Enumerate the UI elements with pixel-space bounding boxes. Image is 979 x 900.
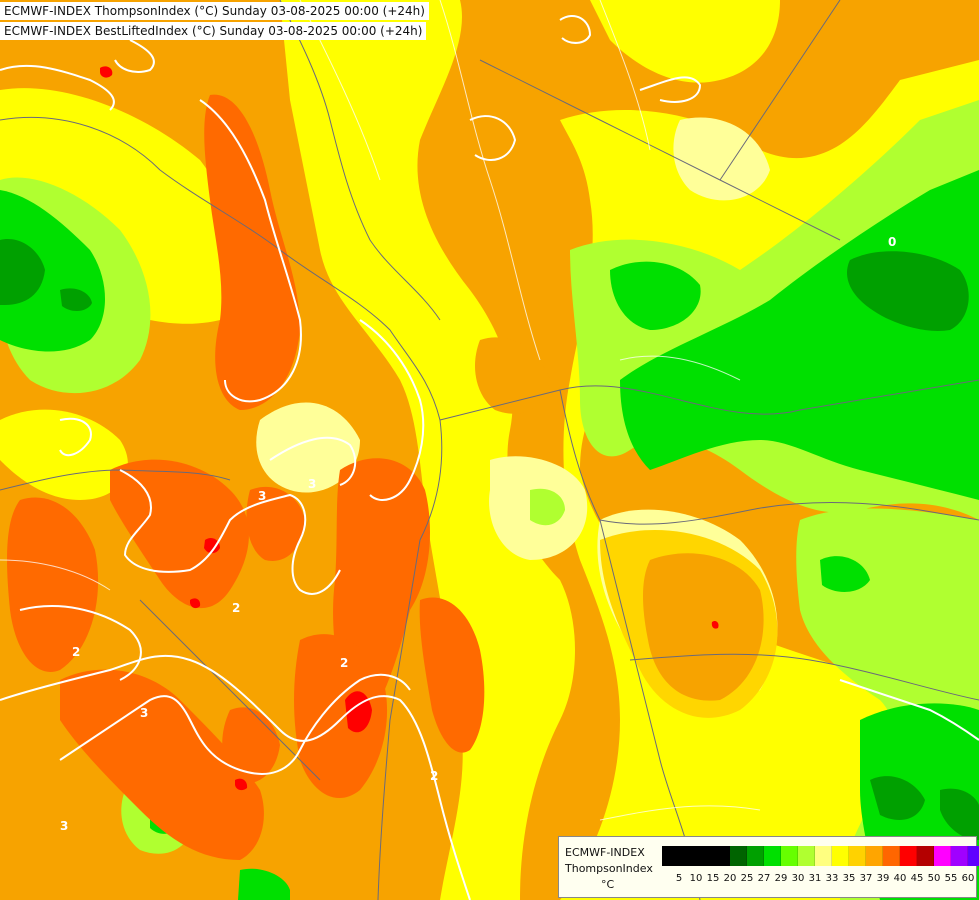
legend-tick-label: 31 — [808, 873, 822, 884]
lifted-index-contours-thin — [0, 0, 761, 821]
legend-swatch — [917, 846, 934, 866]
contour-label: 3 — [258, 489, 266, 503]
legend-swatches — [662, 846, 979, 866]
legend-swatch — [662, 846, 679, 866]
contour-label: 3 — [60, 819, 68, 833]
legend-swatch — [815, 846, 832, 866]
contour-labels: 2 2 2 2 3 3 3 3 0 — [60, 235, 896, 833]
legend-swatch — [679, 846, 696, 866]
legend-swatch — [866, 846, 883, 866]
header-best-lifted-index: ECMWF-INDEX BestLiftedIndex (°C) Sunday … — [0, 22, 427, 40]
legend-tick-label: 33 — [825, 873, 839, 884]
legend-tick-label: 60 — [961, 873, 975, 884]
legend-tick-label: 20 — [723, 873, 737, 884]
dark-green-fields — [0, 239, 979, 840]
legend-tick-label: 10 — [689, 873, 703, 884]
legend-swatch — [951, 846, 968, 866]
legend-tick-label: 45 — [910, 873, 924, 884]
legend-swatch — [968, 846, 979, 866]
legend-tick-label: 25 — [740, 873, 754, 884]
contour-label: 2 — [430, 769, 438, 783]
legend-tick-label: 40 — [893, 873, 907, 884]
legend-tick-label: 35 — [842, 873, 856, 884]
legend-swatch — [713, 846, 730, 866]
color-legend: ECMWF-INDEX ThompsonIndex °C 5 10 15 20 25 27… — [558, 836, 979, 898]
legend-swatch — [696, 846, 713, 866]
legend-swatch — [781, 846, 798, 866]
legend-swatch — [883, 846, 900, 866]
legend-variable: ThompsonIndex — [565, 862, 653, 875]
legend-tick-label: 50 — [927, 873, 941, 884]
orange-fields — [475, 337, 764, 701]
legend-swatch — [764, 846, 781, 866]
red-fields — [100, 66, 719, 791]
contour-label: 2 — [340, 656, 348, 670]
contour-label: 2 — [72, 645, 80, 659]
legend-title: ECMWF-INDEX — [565, 846, 645, 859]
lifted-index-contours — [0, 15, 979, 900]
legend-ticks: 5 10 15 20 25 27 29 30 31 33 35 37 39 40 45 50 55 60 — [662, 873, 979, 887]
contour-label: 2 — [232, 601, 240, 615]
legend-tick-label: 5 — [675, 873, 683, 884]
dark-orange-fields — [7, 94, 485, 860]
legend-swatch — [849, 846, 866, 866]
legend-tick-label: 15 — [706, 873, 720, 884]
contour-label: 3 — [308, 477, 316, 491]
header-thompson-index: ECMWF-INDEX ThompsonIndex (°C) Sunday 03… — [0, 2, 429, 20]
legend-tick-label: 29 — [774, 873, 788, 884]
legend-tick-label: 37 — [859, 873, 873, 884]
legend-swatch — [798, 846, 815, 866]
contour-label: 0 — [888, 235, 896, 249]
legend-tick-label: 39 — [876, 873, 890, 884]
contour-label: 3 — [140, 706, 148, 720]
legend-tick-label: 30 — [791, 873, 805, 884]
legend-swatch — [730, 846, 747, 866]
legend-swatch — [900, 846, 917, 866]
legend-swatch — [934, 846, 951, 866]
legend-tick-label: 27 — [757, 873, 771, 884]
legend-swatch — [832, 846, 849, 866]
legend-unit: °C — [601, 878, 615, 891]
legend-swatch — [747, 846, 764, 866]
legend-tick-label: 55 — [944, 873, 958, 884]
